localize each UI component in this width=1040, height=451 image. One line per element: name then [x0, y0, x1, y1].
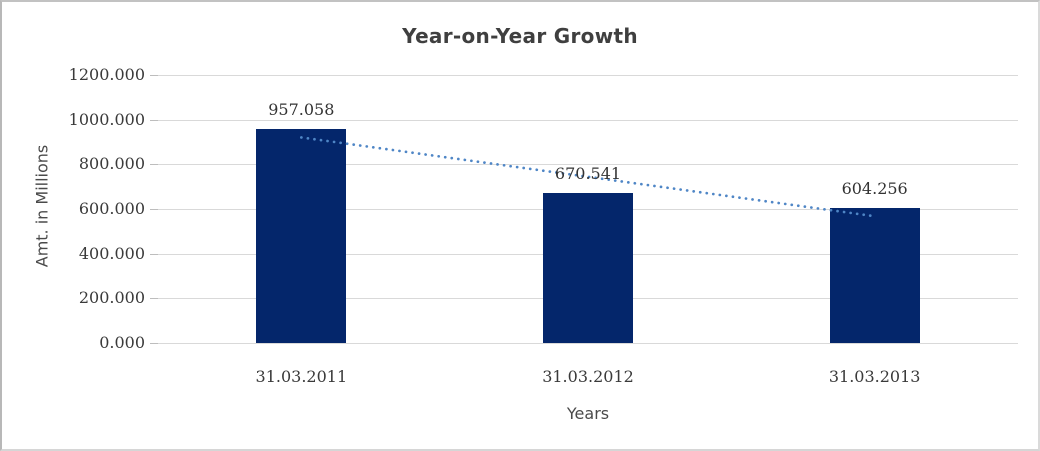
bar	[829, 208, 920, 343]
y-tick-label: 600.000	[78, 199, 145, 218]
y-axis-tickmark	[150, 298, 158, 300]
y-tick-label: 1200.000	[68, 65, 145, 84]
y-tick-label: 0.000	[99, 333, 145, 352]
bar-value-label: 604.256	[841, 179, 908, 199]
y-tick-label: 400.000	[78, 243, 145, 263]
bar-value-label: 957.058	[268, 100, 335, 120]
bar	[543, 193, 633, 343]
x-axis-title: Years	[566, 404, 610, 423]
chart-title: Year-on-Year Growth	[402, 24, 638, 48]
y-tick-label: 800.000	[78, 154, 145, 174]
y-axis-tickmark	[150, 119, 158, 121]
bar-value-label: 670.541	[554, 164, 622, 184]
x-tick-label: 31.03.2012	[542, 367, 634, 386]
gridline	[158, 343, 1018, 344]
y-axis-tickmark	[150, 75, 158, 76]
y-axis-tickmark	[150, 164, 158, 166]
x-tick-label: 31.03.2011	[255, 367, 348, 386]
y-axis-tickmark	[150, 253, 158, 255]
gridline	[158, 119, 1018, 121]
y-axis-tickmark	[150, 343, 158, 344]
y-tick-label: 1000.000	[68, 109, 145, 129]
gridline	[158, 75, 1018, 76]
y-tick-label: 200.000	[78, 288, 145, 308]
y-axis-tickmark	[150, 209, 158, 210]
x-tick-label: 31.03.2013	[828, 367, 921, 386]
